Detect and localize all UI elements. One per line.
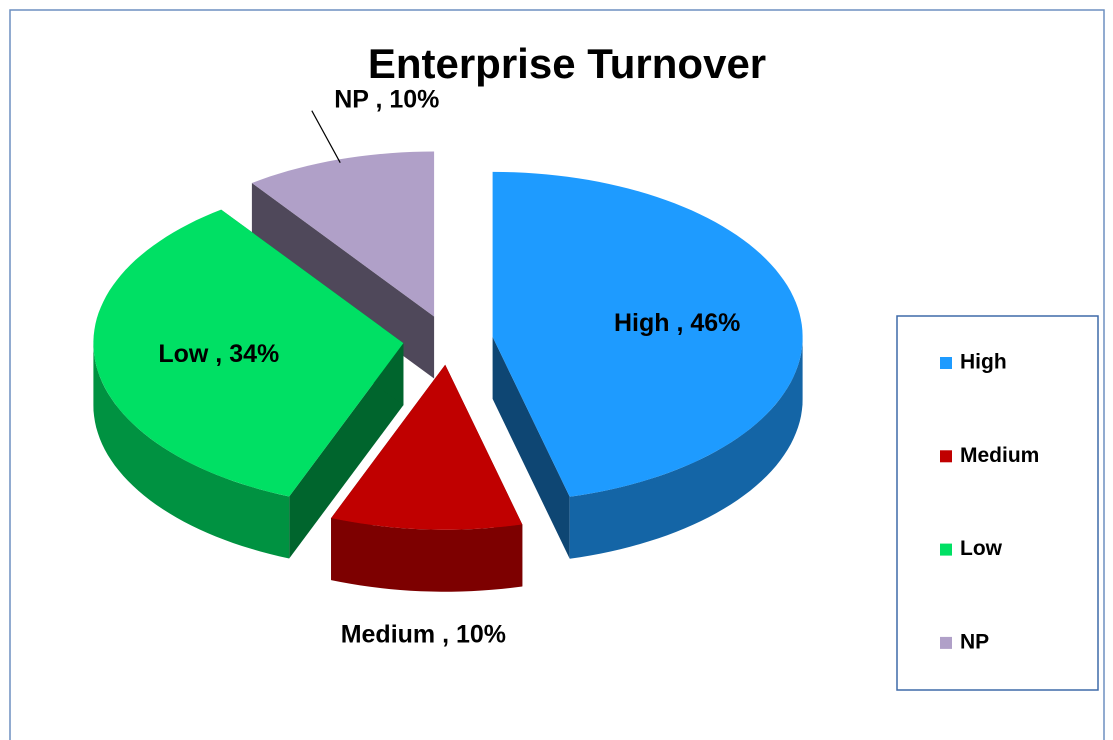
slice-wall	[331, 518, 523, 592]
legend-swatch	[940, 450, 952, 463]
legend-swatch	[940, 357, 952, 369]
slice-top	[93, 209, 404, 497]
legend-box	[896, 315, 1099, 691]
legend-label: High	[960, 351, 1007, 374]
legend-swatch	[940, 543, 952, 556]
data-label: Medium , 10%	[341, 621, 506, 649]
pie-slice	[331, 364, 523, 592]
slice-top	[251, 151, 435, 317]
data-label: Low , 34%	[158, 340, 279, 368]
chart-title: Enterprise Turnover	[368, 40, 766, 87]
pie-slice	[251, 151, 435, 379]
pie-slice	[93, 209, 404, 559]
slice-wall	[93, 343, 290, 559]
pie-slice	[492, 171, 803, 559]
slice-side	[492, 336, 570, 559]
slice-side	[289, 343, 404, 559]
data-label: NP , 10%	[334, 85, 439, 113]
legend-label: Medium	[960, 444, 1039, 467]
legend-swatch	[940, 636, 952, 649]
slice-top	[492, 171, 803, 497]
legend-label: NP	[960, 630, 989, 653]
slice-top	[331, 364, 523, 530]
slice-side	[251, 183, 435, 379]
slice-wall	[569, 336, 803, 559]
legend-label: Low	[960, 537, 1003, 560]
leader-line	[311, 110, 341, 163]
data-label: High , 46%	[614, 309, 740, 337]
